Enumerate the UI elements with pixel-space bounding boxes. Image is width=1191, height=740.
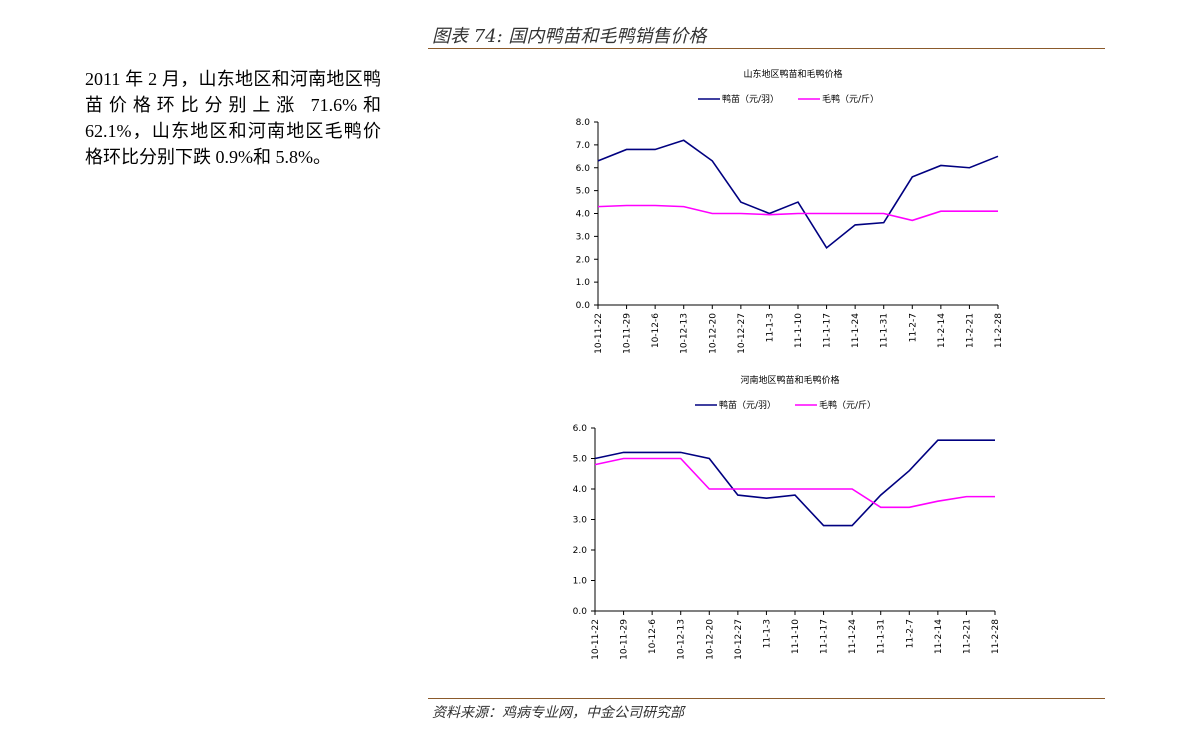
x-tick-label: 10-12-6 bbox=[648, 619, 658, 654]
x-tick-label: 11-2-7 bbox=[905, 619, 915, 648]
x-tick-label: 11-1-17 bbox=[823, 313, 833, 348]
x-tick-label: 11-1-17 bbox=[820, 619, 830, 654]
y-tick-label: 7.0 bbox=[576, 141, 591, 151]
y-tick-label: 5.0 bbox=[576, 187, 591, 197]
legend-label: 鸭苗（元/羽） bbox=[719, 399, 776, 411]
x-tick-label: 11-1-24 bbox=[851, 313, 861, 348]
y-tick-label: 1.0 bbox=[576, 278, 591, 288]
legend-label: 毛鸭（元/斤） bbox=[822, 93, 879, 105]
header-rule bbox=[428, 48, 1105, 49]
x-tick-label: 10-11-22 bbox=[591, 619, 601, 660]
series-line bbox=[594, 457, 995, 509]
y-tick-label: 6.0 bbox=[576, 164, 591, 174]
y-tick-label: 0.0 bbox=[573, 607, 588, 617]
x-tick-label: 11-2-21 bbox=[962, 619, 972, 654]
x-tick-label: 10-12-13 bbox=[680, 313, 690, 354]
x-tick-label: 11-1-3 bbox=[765, 313, 775, 342]
x-tick-label: 10-12-27 bbox=[734, 619, 744, 660]
x-tick-label: 10-12-20 bbox=[708, 313, 718, 354]
source: 资料来源：鸡病专业网，中金公司研究部 bbox=[432, 705, 684, 721]
chart-title: 河南地区鸭苗和毛鸭价格 bbox=[740, 374, 839, 386]
body-text: 2011 年 2 月，山东地区和河南地区鸭苗价格环比分别上涨 71.6%和 62… bbox=[85, 69, 381, 167]
y-tick-label: 3.0 bbox=[573, 516, 588, 526]
x-tick-label: 11-1-31 bbox=[877, 619, 887, 654]
y-tick-label: 2.0 bbox=[576, 255, 591, 265]
footer-rule bbox=[428, 698, 1105, 699]
y-tick-label: 4.0 bbox=[573, 485, 588, 495]
x-tick-label: 11-2-7 bbox=[908, 313, 918, 342]
y-tick-label: 6.0 bbox=[573, 424, 588, 434]
x-tick-label: 10-11-29 bbox=[623, 313, 633, 354]
y-tick-label: 4.0 bbox=[576, 210, 591, 220]
series-line bbox=[594, 439, 995, 527]
x-tick-label: 10-11-22 bbox=[594, 313, 604, 354]
x-tick-label: 10-12-6 bbox=[651, 313, 661, 348]
x-tick-label: 10-12-13 bbox=[677, 619, 687, 660]
x-tick-label: 10-12-27 bbox=[737, 313, 747, 354]
x-tick-label: 11-2-21 bbox=[965, 313, 975, 348]
series-line bbox=[597, 204, 998, 222]
x-tick-label: 11-2-28 bbox=[994, 313, 1004, 348]
x-tick-label: 11-2-14 bbox=[937, 313, 947, 348]
legend-label: 鸭苗（元/羽） bbox=[722, 93, 779, 105]
series-line bbox=[597, 139, 999, 249]
y-tick-label: 0.0 bbox=[576, 301, 591, 311]
x-tick-label: 11-1-3 bbox=[762, 619, 772, 648]
x-tick-label: 11-1-10 bbox=[794, 313, 804, 348]
y-tick-label: 8.0 bbox=[576, 118, 591, 128]
y-tick-label: 5.0 bbox=[573, 455, 588, 465]
chart-title: 山东地区鸭苗和毛鸭价格 bbox=[743, 68, 842, 80]
legend-label: 毛鸭（元/斤） bbox=[819, 399, 876, 411]
y-tick-label: 3.0 bbox=[576, 232, 591, 242]
x-tick-label: 11-2-28 bbox=[991, 619, 1001, 654]
x-tick-label: 11-1-24 bbox=[848, 619, 858, 654]
x-tick-label: 10-12-20 bbox=[705, 619, 715, 660]
x-tick-label: 10-11-29 bbox=[620, 619, 630, 660]
y-tick-label: 2.0 bbox=[573, 546, 588, 556]
y-tick-label: 1.0 bbox=[573, 577, 588, 587]
x-tick-label: 11-1-10 bbox=[791, 619, 801, 654]
x-tick-label: 11-2-14 bbox=[934, 619, 944, 654]
x-tick-label: 11-1-31 bbox=[880, 313, 890, 348]
figure-title: 图表 74: 国内鸭苗和毛鸭销售价格 bbox=[432, 26, 707, 47]
